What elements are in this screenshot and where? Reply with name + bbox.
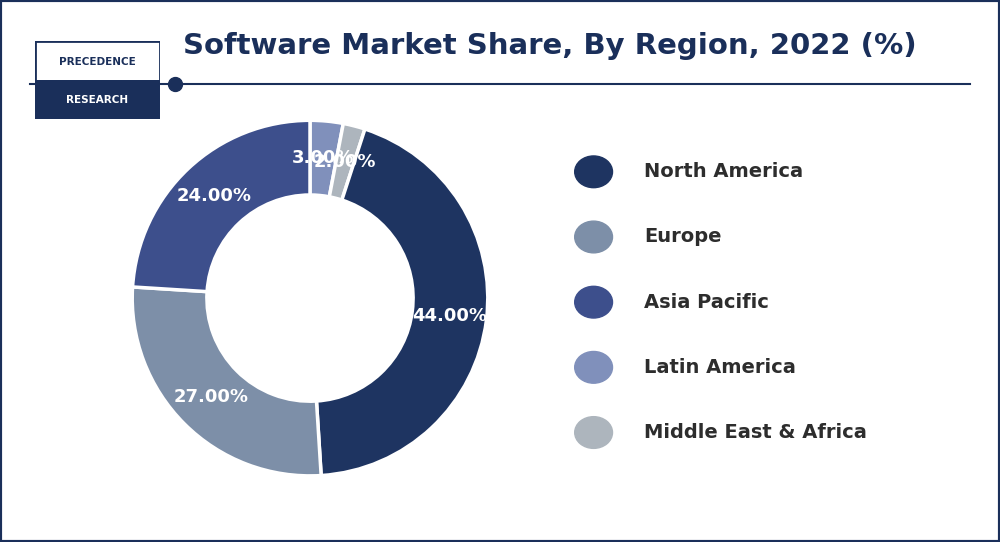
Text: RESEARCH: RESEARCH xyxy=(66,95,129,105)
Wedge shape xyxy=(132,287,321,476)
Text: Middle East & Africa: Middle East & Africa xyxy=(644,423,867,442)
Text: Asia Pacific: Asia Pacific xyxy=(644,293,769,312)
Text: 2.00%: 2.00% xyxy=(314,153,376,171)
Text: 27.00%: 27.00% xyxy=(173,389,248,406)
Text: 3.00%: 3.00% xyxy=(292,149,354,167)
FancyBboxPatch shape xyxy=(35,80,160,119)
Text: Latin America: Latin America xyxy=(644,358,796,377)
Circle shape xyxy=(575,352,612,383)
Text: North America: North America xyxy=(644,162,803,182)
Circle shape xyxy=(575,286,612,318)
Wedge shape xyxy=(316,129,488,475)
Wedge shape xyxy=(310,120,343,197)
Wedge shape xyxy=(133,120,310,292)
Text: 24.00%: 24.00% xyxy=(176,187,251,205)
Text: PRECEDENCE: PRECEDENCE xyxy=(59,57,136,67)
Circle shape xyxy=(575,417,612,448)
Text: Software Market Share, By Region, 2022 (%): Software Market Share, By Region, 2022 (… xyxy=(183,32,917,60)
Wedge shape xyxy=(329,124,365,200)
Circle shape xyxy=(575,156,612,188)
Text: 44.00%: 44.00% xyxy=(412,307,487,325)
FancyBboxPatch shape xyxy=(35,41,160,80)
Text: Europe: Europe xyxy=(644,228,722,247)
Circle shape xyxy=(575,221,612,253)
